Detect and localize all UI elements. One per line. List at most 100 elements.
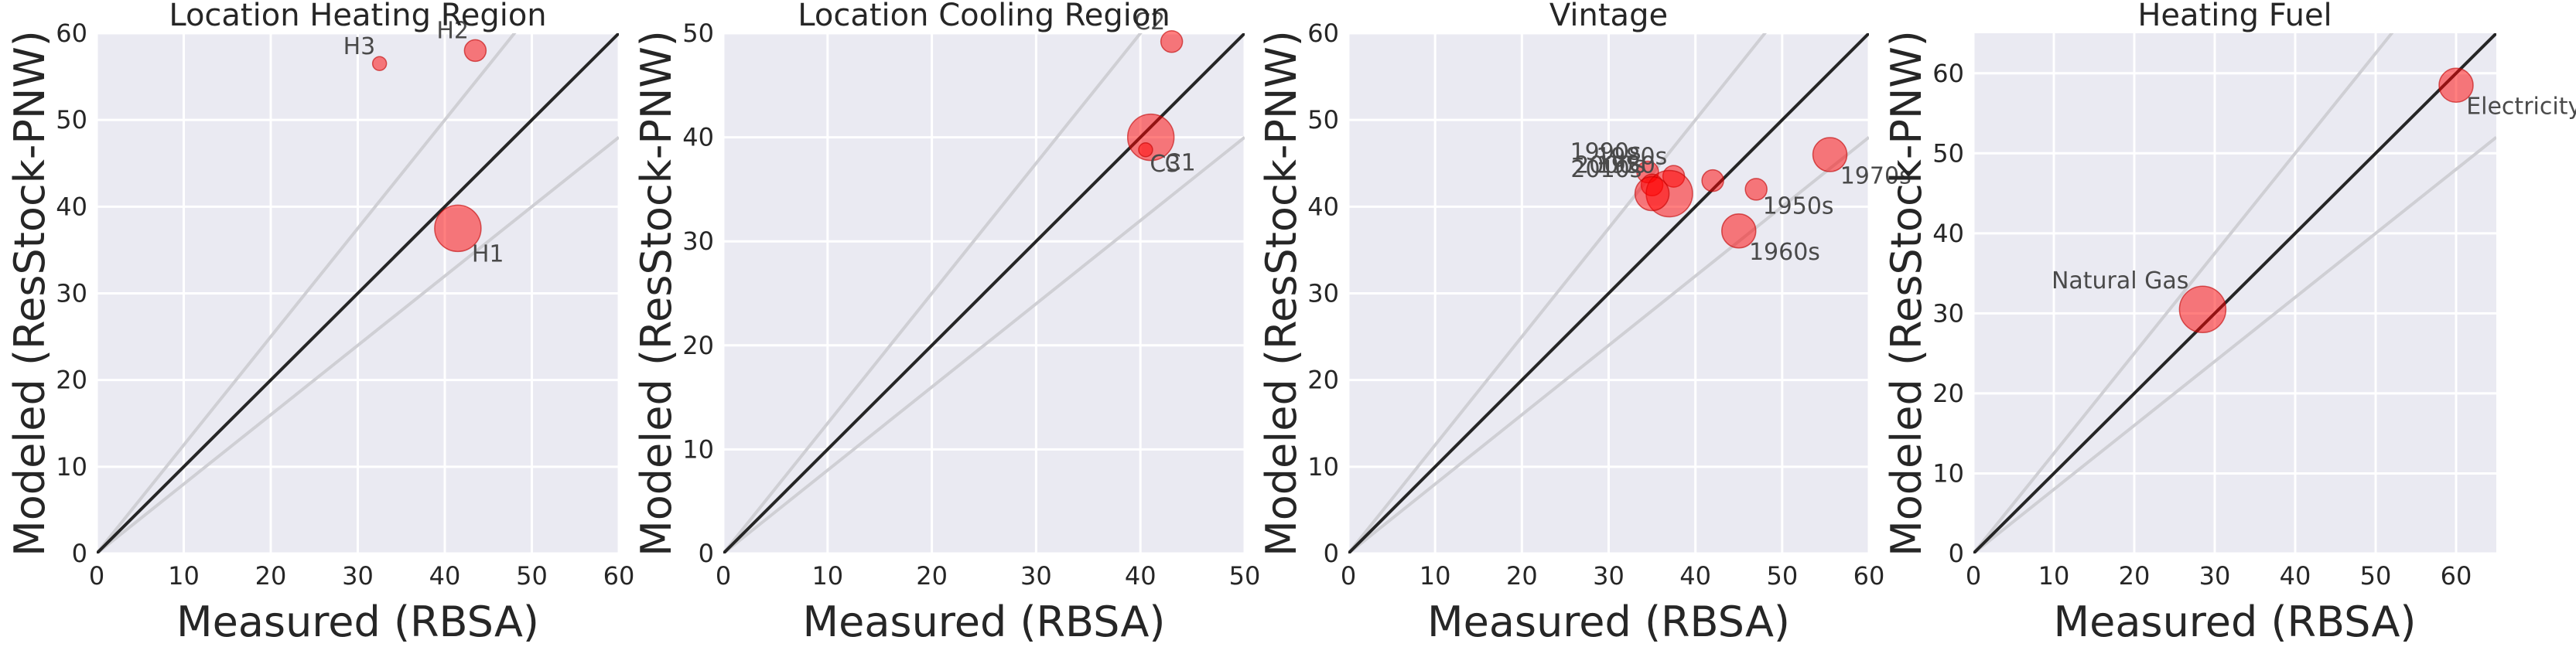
panel-2: C1 C2 C3 0 10 20 30 40 50 0 10 20 30 40 50 Location Coo… — [632, 0, 1260, 646]
x-tick-label: 0 — [1966, 561, 1981, 591]
point-label: 1980s — [1596, 143, 1667, 170]
band-line-upper — [723, 33, 1143, 553]
y-tick-label: 10 — [682, 434, 714, 464]
y-axis-label: Modeled (ResStock-PNW) — [632, 30, 681, 557]
y-tick-label: 30 — [682, 226, 714, 256]
x-tick-label: 0 — [89, 561, 104, 591]
x-tick-label: 0 — [716, 561, 731, 591]
data-point — [1721, 213, 1757, 249]
data-point — [2438, 67, 2474, 104]
identity-line — [1973, 33, 2496, 553]
panel-4: Electricity Natural Gas 0 10 20 30 40 50 60 0 10 20… — [1882, 0, 2576, 646]
y-tick-label: 60 — [1307, 19, 1339, 48]
y-tick-label: 0 — [72, 539, 87, 568]
data-point — [2178, 285, 2227, 333]
data-point — [1744, 178, 1768, 201]
x-tick-label: 40 — [1679, 561, 1711, 591]
point-label: H3 — [343, 33, 376, 60]
x-tick-label: 40 — [429, 561, 461, 591]
x-axis-label: Measured (RBSA) — [1427, 598, 1790, 646]
point-label: 1950s — [1763, 193, 1834, 220]
x-tick-label: 10 — [1420, 561, 1451, 591]
band-line-lower — [97, 136, 619, 553]
data-point — [434, 204, 482, 253]
x-tick-label: 0 — [1341, 561, 1356, 591]
y-tick-label: 0 — [1949, 539, 1964, 568]
x-tick-label: 20 — [1506, 561, 1538, 591]
y-tick-label: 30 — [56, 279, 87, 308]
x-tick-label: 30 — [2199, 561, 2231, 591]
point-label: H2 — [436, 18, 469, 45]
x-tick-label: 10 — [811, 561, 843, 591]
y-tick-label: 10 — [1932, 458, 1964, 488]
data-point — [1701, 169, 1724, 192]
data-point — [371, 56, 388, 72]
point-label: C3 — [1150, 151, 1180, 178]
identity-line — [97, 33, 619, 553]
x-tick-label: 60 — [1853, 561, 1885, 591]
band-line-lower — [1973, 136, 2496, 553]
x-tick-label: 50 — [516, 561, 548, 591]
x-axis-label: Measured (RBSA) — [2054, 598, 2417, 646]
point-label: 1970s — [1840, 162, 1912, 189]
point-label: Natural Gas — [2052, 267, 2188, 295]
data-point — [1634, 175, 1670, 212]
y-tick-label: 40 — [1307, 192, 1339, 221]
y-tick-label: 40 — [1932, 219, 1964, 248]
x-tick-label: 30 — [342, 561, 374, 591]
band-line-upper — [97, 33, 517, 553]
data-point — [1812, 137, 1848, 172]
x-tick-label: 20 — [255, 561, 287, 591]
panel-title: Location Cooling Region — [798, 0, 1170, 33]
x-tick-label: 60 — [603, 561, 635, 591]
point-label: 1960s — [1749, 239, 1820, 266]
point-label: C2 — [1134, 9, 1165, 36]
point-label: 1950 — [1597, 152, 1655, 179]
band-line-lower — [1348, 136, 1869, 553]
x-axis-label: Measured (RBSA) — [803, 598, 1166, 646]
y-tick-label: 50 — [682, 19, 714, 48]
y-tick-label: 20 — [1932, 379, 1964, 408]
point-label: 1990s — [1570, 139, 1642, 166]
x-axis-label: Measured (RBSA) — [176, 598, 539, 646]
data-point — [1138, 142, 1153, 158]
panel-title: Location Heating Region — [169, 0, 546, 33]
y-tick-label: 0 — [1324, 539, 1339, 568]
y-tick-label: 40 — [56, 192, 87, 221]
band-line-lower — [723, 136, 1245, 553]
x-tick-label: 10 — [168, 561, 200, 591]
y-axis-label: Modeled (ResStock-PNW) — [5, 30, 54, 557]
identity-line — [1348, 33, 1869, 553]
y-axis-label: Modeled (ResStock-PNW) — [1257, 30, 1306, 557]
x-tick-label: 40 — [1125, 561, 1156, 591]
y-tick-label: 50 — [56, 105, 87, 135]
y-tick-label: 20 — [1307, 366, 1339, 395]
point-label: 2010s — [1570, 156, 1642, 183]
y-tick-label: 60 — [56, 19, 87, 48]
x-tick-label: 30 — [1593, 561, 1625, 591]
band-line-upper — [1348, 33, 1767, 553]
y-tick-label: 50 — [1932, 138, 1964, 168]
point-label: Electricity — [2466, 94, 2576, 121]
y-tick-label: 60 — [1932, 59, 1964, 88]
y-tick-label: 0 — [699, 539, 714, 568]
point-label: H1 — [472, 240, 504, 267]
data-point — [463, 39, 487, 63]
x-tick-label: 20 — [2119, 561, 2151, 591]
x-tick-label: 50 — [2360, 561, 2392, 591]
x-tick-label: 60 — [2441, 561, 2472, 591]
y-tick-label: 30 — [1932, 298, 1964, 328]
panel-title: Heating Fuel — [2137, 0, 2332, 33]
x-tick-label: 30 — [1020, 561, 1052, 591]
y-tick-label: 30 — [1307, 279, 1339, 308]
y-tick-label: 10 — [1307, 452, 1339, 482]
panel-title: Vintage — [1549, 0, 1668, 33]
point-label: 2000s — [1574, 152, 1645, 179]
y-tick-label: 40 — [682, 123, 714, 152]
point-label: C1 — [1165, 150, 1196, 177]
data-point — [1160, 30, 1184, 53]
x-tick-label: 50 — [1229, 561, 1261, 591]
x-tick-label: 50 — [1766, 561, 1798, 591]
